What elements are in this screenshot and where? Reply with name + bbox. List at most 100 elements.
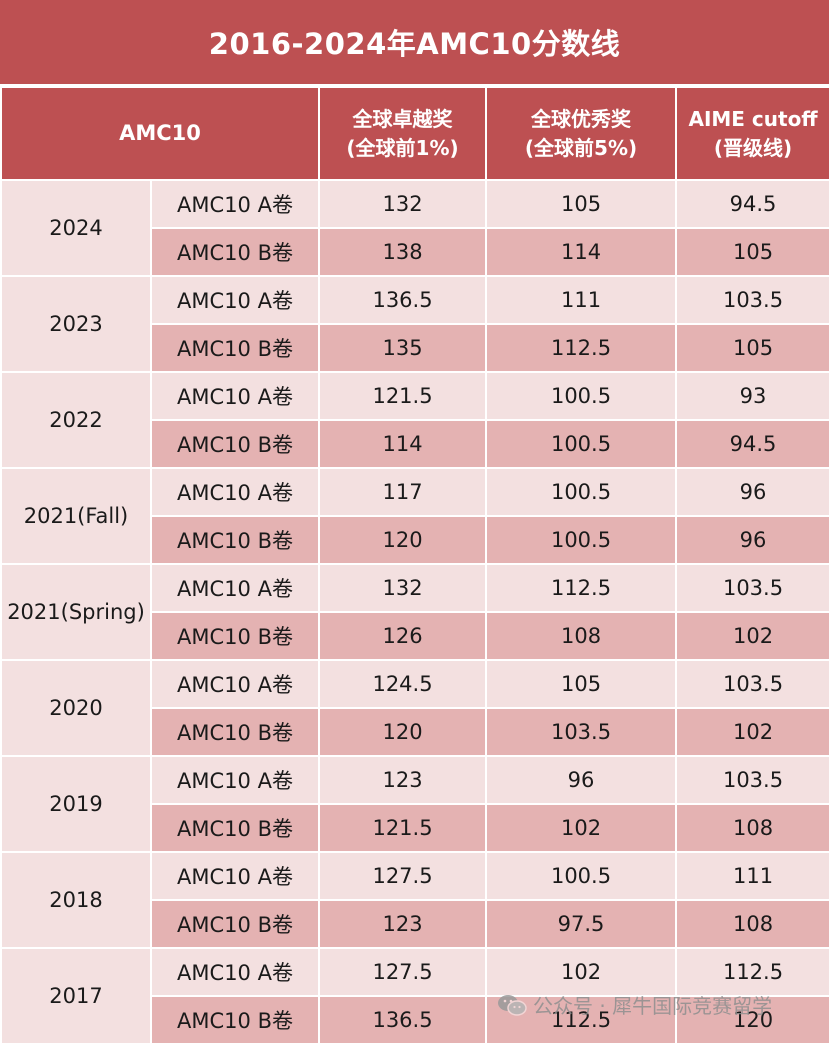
paper-cell: AMC10 B卷 — [149, 611, 321, 661]
honor-cell: 96 — [485, 755, 678, 805]
paper-cell: AMC10 B卷 — [149, 323, 321, 373]
year-cell: 2022 — [0, 371, 152, 469]
watermark: 公众号 · 犀牛国际竞赛留学 — [497, 990, 772, 1019]
aime-cell: 93 — [675, 371, 829, 421]
table-row: AMC10 B卷 126 108 102 — [1, 611, 829, 661]
table-header-row: AMC10 全球卓越奖 (全球前1%) 全球优秀奖 (全球前5%) AIME c… — [0, 86, 829, 181]
year-cell: 2024 — [0, 179, 152, 277]
header-honor-line1: 全球优秀奖 — [531, 106, 632, 131]
distinction-cell: 120 — [318, 707, 488, 757]
distinction-cell: 138 — [318, 227, 488, 277]
distinction-cell: 127.5 — [318, 947, 488, 997]
table-row: AMC10 B卷 123 97.5 108 — [1, 899, 829, 949]
table-row: 2017 AMC10 A卷 127.5 102 112.5 — [0, 947, 829, 1045]
year-cell: 2018 — [0, 851, 152, 949]
aime-cell: 111 — [675, 851, 829, 901]
header-distinction: 全球卓越奖 (全球前1%) — [318, 86, 488, 181]
distinction-cell: 114 — [318, 419, 488, 469]
year-cell: 2021(Spring) — [0, 563, 152, 661]
honor-cell: 102 — [485, 803, 678, 853]
aime-cell: 105 — [675, 323, 829, 373]
aime-cell: 102 — [675, 611, 829, 661]
honor-cell: 100.5 — [485, 419, 678, 469]
aime-cell: 102 — [675, 707, 829, 757]
aime-cell: 96 — [675, 467, 829, 517]
distinction-cell: 124.5 — [318, 659, 488, 709]
distinction-cell: 123 — [318, 755, 488, 805]
header-aime: AIME cutoff (晋级线) — [675, 86, 829, 181]
paper-cell: AMC10 B卷 — [149, 899, 321, 949]
table-row: AMC10 B卷 120 103.5 102 — [1, 707, 829, 757]
honor-cell: 103.5 — [485, 707, 678, 757]
aime-cell: 94.5 — [675, 419, 829, 469]
score-table: AMC10 全球卓越奖 (全球前1%) 全球优秀奖 (全球前5%) AIME c… — [0, 86, 829, 1045]
honor-cell: 105 — [485, 659, 678, 709]
paper-cell: AMC10 A卷 — [149, 179, 321, 229]
table-body: 2024 AMC10 A卷 132 105 94.5 AMC10 B卷 138 114 105 2… — [0, 179, 829, 1045]
paper-cell: AMC10 A卷 — [149, 851, 321, 901]
paper-cell: AMC10 A卷 — [149, 467, 321, 517]
year-cell: 2021(Fall) — [0, 467, 152, 565]
table-row: 2024 AMC10 A卷 132 105 94.5 — [0, 179, 829, 277]
honor-cell: 114 — [485, 227, 678, 277]
page-title: 2016-2024年AMC10分数线 — [0, 0, 829, 86]
distinction-cell: 127.5 — [318, 851, 488, 901]
aime-cell: 96 — [675, 515, 829, 565]
year-cell: 2019 — [0, 755, 152, 853]
table-row: AMC10 B卷 121.5 102 108 — [1, 803, 829, 853]
paper-cell: AMC10 A卷 — [149, 563, 321, 613]
honor-cell: 105 — [485, 179, 678, 229]
paper-cell: AMC10 A卷 — [149, 755, 321, 805]
table-row: 2021(Fall) AMC10 A卷 117 100.5 96 — [0, 467, 829, 565]
honor-cell: 97.5 — [485, 899, 678, 949]
aime-cell: 105 — [675, 227, 829, 277]
honor-cell: 100.5 — [485, 467, 678, 517]
header-distinction-line1: 全球卓越奖 — [352, 106, 453, 131]
watermark-text: 公众号 · 犀牛国际竞赛留学 — [533, 994, 773, 1018]
honor-cell: 100.5 — [485, 515, 678, 565]
honor-cell: 111 — [485, 275, 678, 325]
distinction-cell: 132 — [318, 179, 488, 229]
paper-cell: AMC10 B卷 — [149, 227, 321, 277]
header-aime-line1: AIME cutoff — [688, 106, 818, 131]
paper-cell: AMC10 A卷 — [149, 659, 321, 709]
honor-cell: 112.5 — [485, 323, 678, 373]
honor-cell: 108 — [485, 611, 678, 661]
table-row: AMC10 B卷 138 114 105 — [1, 227, 829, 277]
honor-cell: 100.5 — [485, 851, 678, 901]
table-row: AMC10 B卷 114 100.5 94.5 — [1, 419, 829, 469]
aime-cell: 103.5 — [675, 755, 829, 805]
aime-cell: 103.5 — [675, 563, 829, 613]
paper-cell: AMC10 B卷 — [149, 803, 321, 853]
distinction-cell: 136.5 — [318, 995, 488, 1045]
paper-cell: AMC10 A卷 — [149, 275, 321, 325]
honor-cell: 112.5 — [485, 563, 678, 613]
aime-cell: 112.5 — [675, 947, 829, 997]
distinction-cell: 136.5 — [318, 275, 488, 325]
aime-cell: 103.5 — [675, 275, 829, 325]
year-cell: 2023 — [0, 275, 152, 373]
paper-cell: AMC10 A卷 — [149, 947, 321, 997]
year-cell: 2017 — [0, 947, 152, 1045]
distinction-cell: 132 — [318, 563, 488, 613]
header-honor: 全球优秀奖 (全球前5%) — [485, 86, 678, 181]
honor-cell: 100.5 — [485, 371, 678, 421]
honor-cell: 102 — [485, 947, 678, 997]
distinction-cell: 135 — [318, 323, 488, 373]
distinction-cell: 121.5 — [318, 371, 488, 421]
table-row: 2021(Spring) AMC10 A卷 132 112.5 103.5 — [0, 563, 829, 661]
paper-cell: AMC10 B卷 — [149, 995, 321, 1045]
paper-cell: AMC10 B卷 — [149, 419, 321, 469]
table-row: AMC10 B卷 135 112.5 105 — [1, 323, 829, 373]
header-amc10: AMC10 — [0, 86, 321, 181]
distinction-cell: 121.5 — [318, 803, 488, 853]
aime-cell: 103.5 — [675, 659, 829, 709]
paper-cell: AMC10 B卷 — [149, 515, 321, 565]
table-row: 2022 AMC10 A卷 121.5 100.5 93 — [0, 371, 829, 469]
header-honor-line2: (全球前5%) — [524, 135, 638, 160]
header-distinction-line2: (全球前1%) — [346, 135, 459, 160]
year-cell: 2020 — [0, 659, 152, 757]
distinction-cell: 120 — [318, 515, 488, 565]
distinction-cell: 123 — [318, 899, 488, 949]
aime-cell: 108 — [675, 899, 829, 949]
